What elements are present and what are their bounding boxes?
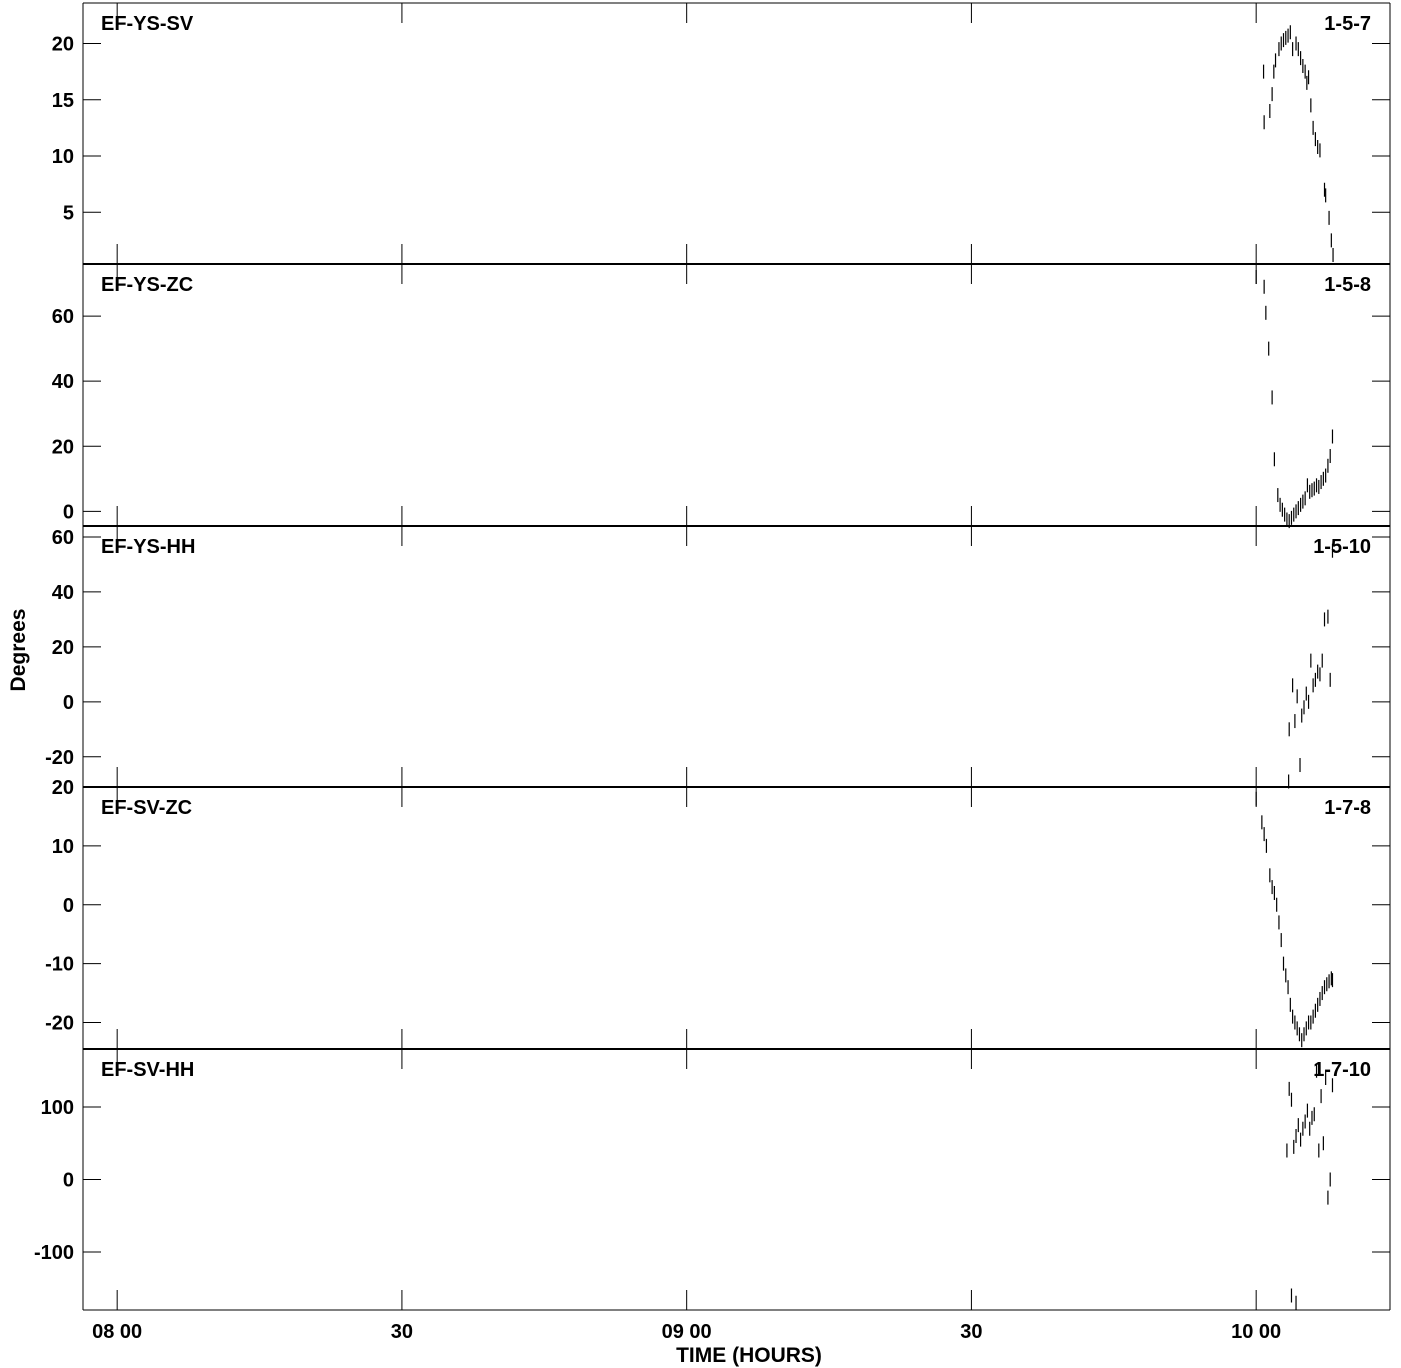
- panel-baseline-name: EF-YS-HH: [101, 536, 195, 558]
- x-tick-label: 09 00: [662, 1321, 712, 1343]
- panel-baseline-id: 1-5-8: [1324, 274, 1371, 296]
- x-axis: 08 00 30 09 00 30 10 00: [92, 1321, 1281, 1343]
- y-tick-label: 100: [41, 1097, 74, 1119]
- x-tick-label: 30: [391, 1321, 413, 1343]
- y-tick-label: 10: [52, 146, 74, 168]
- y-tick-label: -100: [34, 1242, 74, 1264]
- y-tick-label: 20: [52, 777, 74, 799]
- panel-1-5-8: 0 20 40 60 EF-YS-ZC 1-5-8: [52, 264, 1391, 529]
- y-tick-label: 20: [52, 637, 74, 659]
- x-tick-label: 10 00: [1231, 1321, 1281, 1343]
- y-axis-label: Degrees: [7, 609, 30, 692]
- panel-baseline-name: EF-SV-ZC: [101, 797, 192, 819]
- panels-group: 5 10 15 20 EF-YS-SV 1-5-7 0 20 40 60 EF-YS-ZC 1-5-8…: [34, 2, 1391, 1311]
- panel-1-7-8: -20 -10 0 10 20 EF-SV-ZC 1-7-8: [45, 777, 1391, 1050]
- panel-baseline-id: 1-5-7: [1324, 13, 1371, 35]
- y-tick-label: 20: [52, 436, 74, 458]
- y-tick-label: 0: [63, 895, 74, 917]
- y-tick-label: -10: [45, 954, 74, 976]
- y-tick-label: 60: [52, 306, 74, 328]
- panel-baseline-id: 1-5-10: [1313, 536, 1371, 558]
- panel-baseline-id: 1-7-8: [1324, 797, 1371, 819]
- x-tick-label: 30: [960, 1321, 982, 1343]
- panel-baseline-name: EF-YS-SV: [101, 13, 194, 35]
- panel-baseline-id: 1-7-10: [1313, 1059, 1371, 1081]
- y-tick-label: 0: [63, 692, 74, 714]
- panel-1-5-10: -20 0 20 40 60 EF-YS-HH 1-5-10: [45, 526, 1391, 789]
- y-tick-label: 0: [63, 501, 74, 523]
- y-tick-label: 40: [52, 582, 74, 604]
- y-tick-label: 40: [52, 371, 74, 393]
- panel-1-7-10: -100 0 100 EF-SV-HH 1-7-10: [34, 1049, 1391, 1311]
- panel-baseline-name: EF-SV-HH: [101, 1059, 194, 1081]
- y-tick-label: 5: [63, 202, 74, 224]
- y-tick-label: -20: [45, 747, 74, 769]
- y-tick-label: 10: [52, 836, 74, 858]
- panel-baseline-name: EF-YS-ZC: [101, 274, 193, 296]
- y-tick-label: -20: [45, 1013, 74, 1035]
- y-tick-label: 60: [52, 527, 74, 549]
- y-tick-label: 20: [52, 34, 74, 56]
- x-tick-label: 08 00: [92, 1321, 142, 1343]
- x-axis-label: TIME (HOURS): [676, 1344, 822, 1367]
- panel-1-5-7: 5 10 15 20 EF-YS-SV 1-5-7: [52, 2, 1391, 265]
- y-tick-label: 0: [63, 1170, 74, 1192]
- y-tick-label: 15: [52, 90, 74, 112]
